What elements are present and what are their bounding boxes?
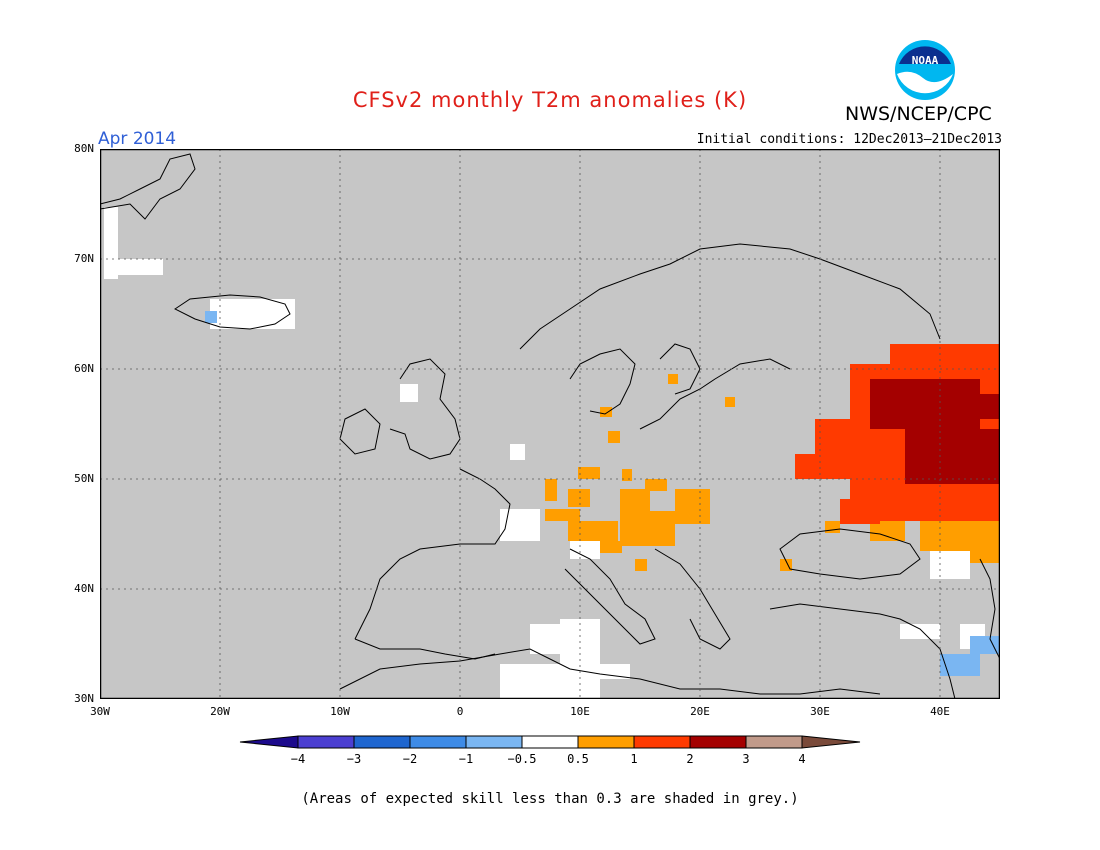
colorbar-segment [409,735,467,749]
y-tick-label: 80N [74,142,94,155]
light-blue-areas [205,311,1000,676]
colorbar-segment [801,735,861,749]
y-tick-label: 70N [74,252,94,265]
map-title: CFSv2 monthly T2m anomalies (K) [352,88,748,112]
skill-footnote: (Areas of expected skill less than 0.3 a… [301,791,799,807]
x-tick-label: 20W [210,705,230,718]
colorbar-segment [745,735,803,749]
colorbar-segment [521,735,579,749]
x-tick-label: 20E [690,705,710,718]
x-tick-label: 30E [810,705,830,718]
anomaly-map [100,149,1000,699]
colorbar-label: 3 [742,752,750,766]
colorbar-segment [633,735,691,749]
gridlines [100,149,1000,699]
colorbar-segment [239,735,299,749]
colorbar-label: 1 [630,752,638,766]
noaa-logo: NOAA [895,40,955,100]
coastlines [100,153,1000,699]
colorbar-segment [465,735,523,749]
y-tick-label: 30N [74,692,94,705]
colorbar-label: −2 [402,752,418,766]
x-tick-label: 30W [90,705,110,718]
colorbar-label: −1 [458,752,474,766]
x-tick-label: 10E [570,705,590,718]
org-label: NWS/NCEP/CPC [845,103,992,125]
y-tick-label: 60N [74,362,94,375]
forecast-month: Apr 2014 [98,129,177,149]
map-frame [100,149,1000,699]
colorbar-segment [577,735,635,749]
logo-text: NOAA [912,54,939,67]
y-tick-label: 40N [74,582,94,595]
colorbar [239,735,861,749]
colorbar-label: −3 [346,752,362,766]
colorbar-segment [689,735,747,749]
colorbar-label: 4 [798,752,806,766]
dark-red-areas [870,379,1000,484]
x-tick-label: 0 [456,705,464,718]
colorbar-label: 0.5 [567,752,589,766]
x-tick-label: 10W [330,705,350,718]
x-tick-label: 40E [930,705,950,718]
colorbar-segment [297,735,355,749]
colorbar-label: −4 [290,752,306,766]
y-tick-label: 50N [74,472,94,485]
colorbar-label: −0.5 [507,752,537,766]
colorbar-segment [353,735,411,749]
initial-conditions: Initial conditions: 12Dec2013–21Dec2013 [696,132,1002,147]
colorbar-label: 2 [686,752,694,766]
